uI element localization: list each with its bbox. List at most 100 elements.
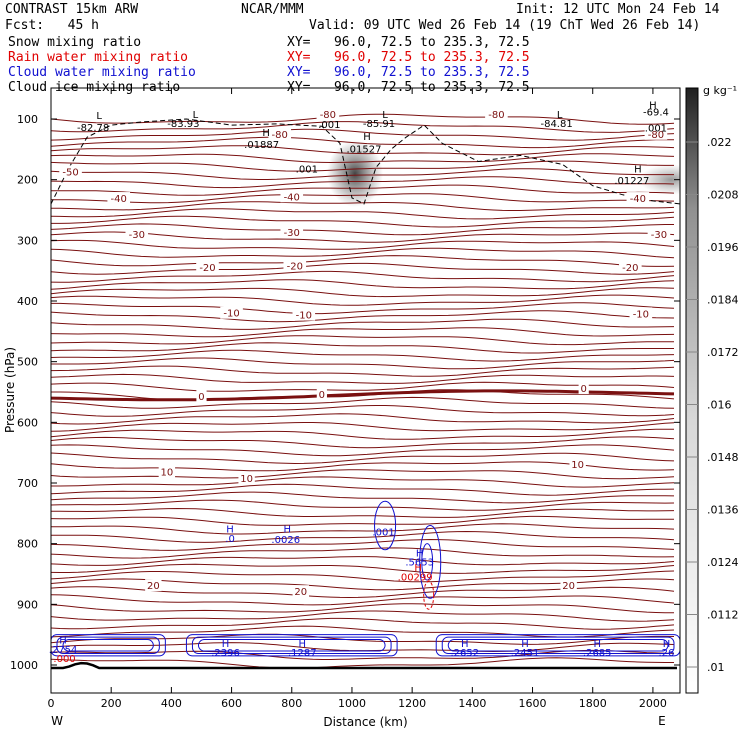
x-tick-label: 1200 [398,697,426,710]
temperature-contour [51,318,675,330]
temperature-contour [51,483,675,496]
temperature-contour [51,515,674,526]
rain-contour [423,580,435,610]
temperature-contour [51,153,675,164]
field-cloud-water-name: Cloud water mixing ratio [8,65,196,80]
temperature-label-bg [268,127,292,140]
temperature-label: 10 [571,460,584,471]
x-tick-label: 1800 [579,697,607,710]
snow-label: -84.81 [540,119,572,130]
zero-degree-contour [51,389,675,402]
temperature-contour [51,302,675,315]
temperature-label: -10 [223,309,239,320]
cloud-water-label: H [416,548,424,559]
colorbar-label: .0112 [707,609,739,622]
temperature-contour [51,523,675,535]
cloud-water-contour [56,636,160,654]
cloud-water-label: H [299,639,307,650]
cloud-water-contours [51,500,680,657]
temperature-label-bg [316,107,340,120]
x-tick-label: 600 [221,697,242,710]
temperature-label: -40 [111,194,127,205]
temperature-contour [51,413,675,425]
temperature-label-bg [280,226,304,239]
cloud-water-label: H [593,639,601,650]
temperature-label: -40 [284,192,300,203]
temperature-contour [51,381,675,392]
header-init: Init: 12 UTC Mon 24 Feb 14 [516,2,720,17]
temperature-label-bg [626,192,650,205]
colorbar-label: .0172 [707,346,739,359]
snow-label: L [557,110,563,121]
colorbar-label: .022 [707,136,732,149]
x-tick-label: 1400 [458,697,486,710]
y-tick-label: 500 [17,356,38,369]
west-label: W [51,714,63,728]
temperature-label-bg [560,579,577,592]
x-tick-label: 0 [48,697,55,710]
x-tick-label: 800 [281,697,302,710]
axes: 0 200 400 600 800 1000 1200 1400 1600 1800 2000100… [3,87,681,729]
header-fcst: Fcst: 45 h [5,18,99,33]
temperature-label: 10 [240,474,253,485]
field-snow-xy: XY= 96.0, 72.5 to 235.3, 72.5 [287,35,530,50]
temperature-contour [51,538,675,551]
temperature-contour [51,279,675,290]
temperature-label-bg [220,306,243,319]
ground-line [51,661,677,670]
cloud-water-label: .2685 [583,648,612,659]
y-axis-title: Pressure (hPa) [3,347,17,433]
temperature-contour [51,610,675,622]
temperature-contour [51,136,675,149]
temperature-label-bg [619,261,642,274]
snow-label: .001 [296,164,318,175]
snow-label: -85.91 [363,119,395,130]
temperature-contour [51,547,675,559]
colorbar-label: .0208 [707,189,739,202]
field-snow-name: Snow mixing ratio [8,35,142,50]
cloud-water-label: .0026 [271,535,300,546]
temperature-contour [51,255,675,267]
cloud-water-label: .2451 [511,648,540,659]
snow-label: .001 [318,120,340,131]
cloud-water-cell [374,500,397,551]
temperature-label: -30 [129,230,145,241]
cloud-water-contour [197,639,386,652]
snow-label: -83.93 [167,119,199,130]
temperature-contour [51,128,675,141]
temperature-label-bg [644,127,668,140]
temperature-contour [51,270,675,283]
cloud-water-label: .2396 [211,648,240,659]
temperature-label-bg [578,381,589,394]
x-tick-label: 2000 [639,697,667,710]
snow-label: .01527 [346,144,381,155]
cloud-water-contour [62,639,154,652]
colorbar-units: g kg⁻¹ [703,84,737,97]
colorbar-label: .0196 [707,241,739,254]
temperature-contour [51,208,675,220]
temperature-contour [51,262,675,275]
cloud-water-contour [441,636,675,654]
temperature-label: -30 [284,228,300,239]
y-tick-label: 800 [17,538,38,551]
field-cloud-water-xy: XY= 96.0, 72.5 to 235.3, 72.5 [287,65,530,80]
temperature-contour [51,396,675,409]
temperature-contour [51,247,675,259]
temperature-label-bg [145,579,162,592]
temperature-label-bg [238,471,255,484]
cloud-water-contour [51,634,166,657]
cloud-water-cell [421,543,434,581]
colorbar-label: .01 [707,661,725,674]
temperature-contour [51,499,675,511]
colorbar-label: .016 [707,399,732,412]
temperature-label-bg [647,227,671,240]
cloud-water-label: .26 [659,648,675,659]
temperature-contour [51,563,675,574]
temperature-label: 20 [294,587,307,598]
snow-label: .001 [645,124,667,135]
temperature-label-bg [629,307,653,320]
cloud-water-label: .2754 [49,645,78,656]
temperature-contour [51,444,675,457]
ice-blob [638,164,680,195]
